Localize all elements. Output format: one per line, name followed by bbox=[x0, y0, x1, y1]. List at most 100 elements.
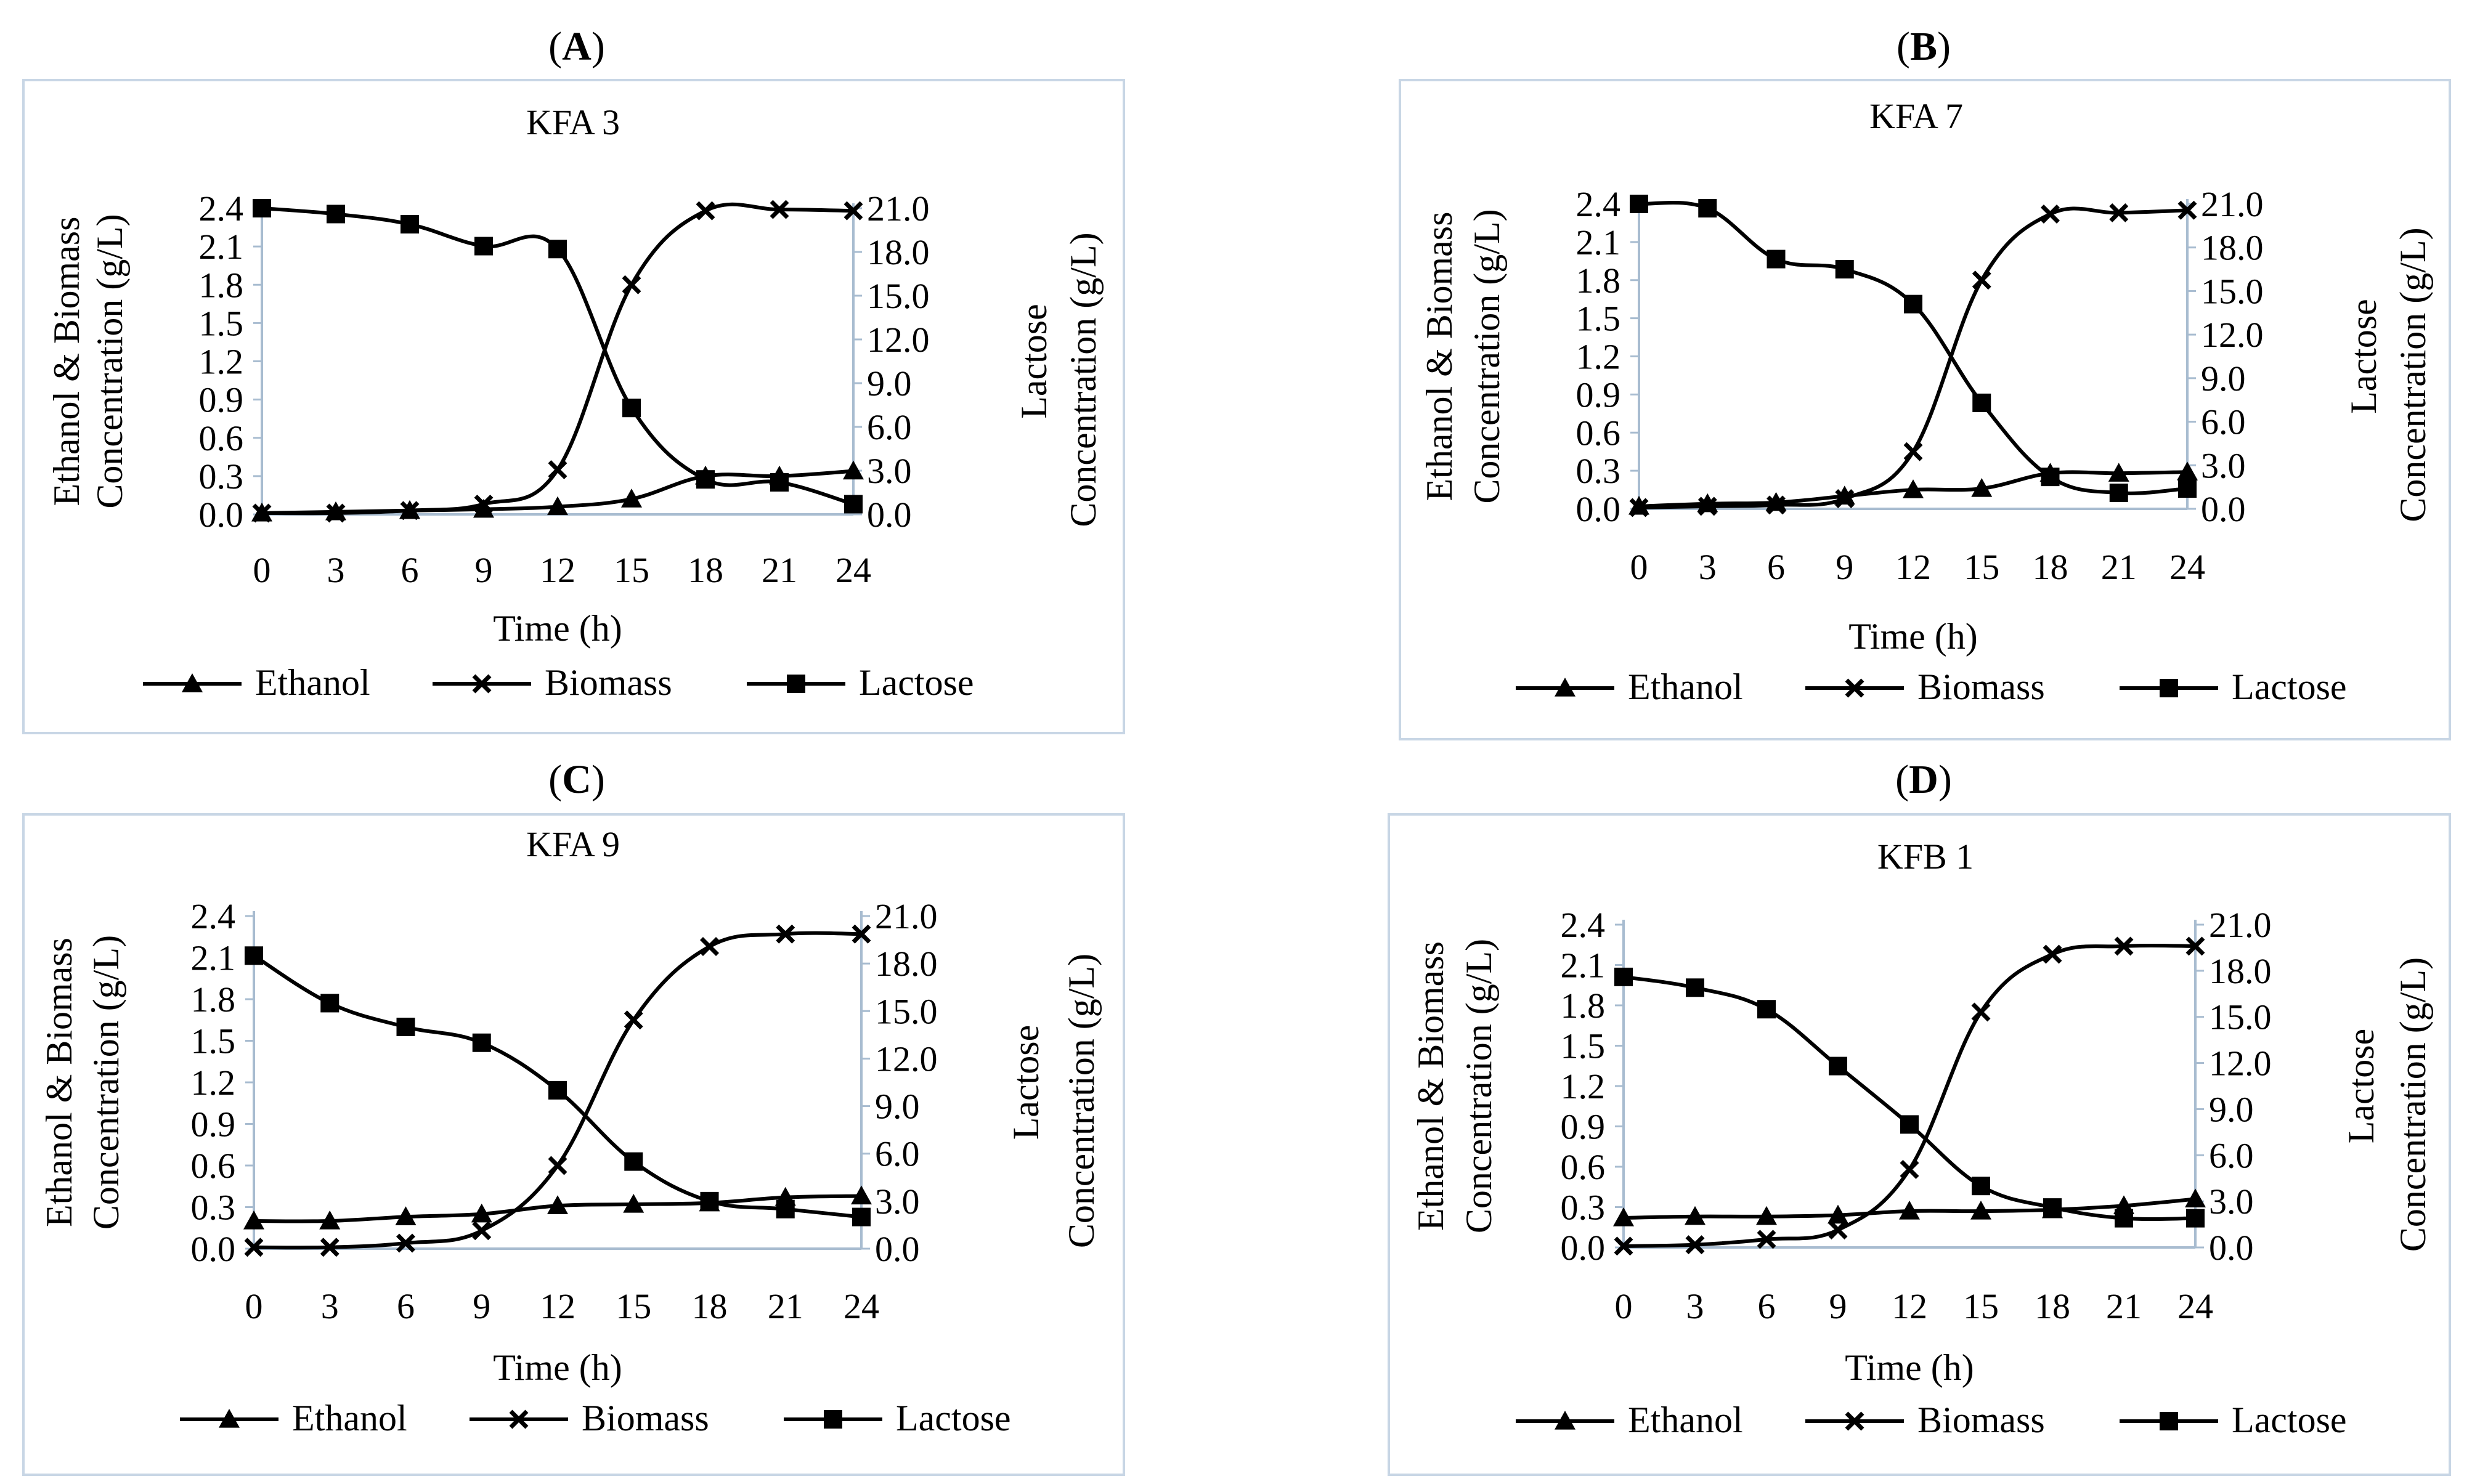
y-right-label-line1: Lactose bbox=[2343, 299, 2384, 414]
data-point-lactose bbox=[1835, 260, 1854, 279]
x-tick-label: 24 bbox=[836, 550, 871, 590]
data-point-lactose bbox=[696, 470, 715, 489]
left-tick-label: 0.6 bbox=[191, 1146, 236, 1186]
data-point-ethanol bbox=[851, 1185, 872, 1205]
right-tick-label: 6.0 bbox=[875, 1134, 920, 1174]
series-biomass bbox=[1614, 936, 2205, 1256]
y-right-label-line1: Lactose bbox=[1006, 1025, 1046, 1140]
x-tick-label: 18 bbox=[688, 550, 723, 590]
y-left-label-line1: Ethanol & Biomass bbox=[39, 938, 79, 1227]
series-line-biomass bbox=[261, 202, 854, 516]
left-tick-label: 0.3 bbox=[1576, 451, 1621, 491]
left-tick-label: 0.0 bbox=[191, 1229, 236, 1269]
right-tick-label: 9.0 bbox=[2209, 1089, 2254, 1129]
data-point-biomass bbox=[2043, 944, 2062, 964]
left-tick-label: 1.8 bbox=[1576, 261, 1621, 301]
data-point-ethanol bbox=[2177, 461, 2198, 480]
left-tick-label: 2.1 bbox=[191, 938, 236, 978]
data-point-biomass bbox=[2109, 203, 2129, 222]
data-point-lactose bbox=[1900, 1115, 1919, 1134]
legend-label-lactose: Lactose bbox=[2232, 667, 2347, 707]
series-lactose bbox=[253, 199, 863, 514]
left-tick-label: 2.4 bbox=[199, 189, 244, 229]
chart-panel-a: KFA 30.00.30.60.91.21.51.82.12.40.03.06.… bbox=[46, 102, 1104, 703]
right-tick-label: 12.0 bbox=[875, 1039, 938, 1079]
series-lactose bbox=[1614, 967, 2205, 1228]
data-point-biomass bbox=[696, 201, 715, 221]
legend-label-lactose: Lactose bbox=[896, 1398, 1011, 1438]
panel-frame-c bbox=[22, 813, 1125, 1476]
data-point-biomass bbox=[700, 937, 719, 956]
left-tick-label: 1.8 bbox=[1561, 986, 1606, 1026]
data-point-lactose bbox=[622, 399, 641, 418]
y-left-label-line1: Ethanol & Biomass bbox=[46, 217, 87, 506]
x-tick-label: 9 bbox=[473, 1286, 490, 1326]
x-tick-label: 3 bbox=[1686, 1286, 1704, 1326]
x-axis-label: Time (h) bbox=[493, 1347, 622, 1388]
left-tick-label: 0.9 bbox=[1561, 1107, 1606, 1147]
legend: Ethanol Biomass Lactose bbox=[180, 1398, 1011, 1438]
legend-label-ethanol: Ethanol bbox=[255, 662, 370, 703]
x-tick-label: 15 bbox=[614, 550, 649, 590]
x-tick-label: 6 bbox=[401, 550, 419, 590]
left-tick-label: 0.0 bbox=[1576, 489, 1621, 529]
data-point-biomass bbox=[622, 275, 641, 294]
chart-title: KFA 3 bbox=[526, 102, 620, 142]
data-point-biomass bbox=[1685, 1235, 1705, 1255]
y-left-label-line1: Ethanol & Biomass bbox=[1419, 212, 1460, 501]
right-tick-label: 3.0 bbox=[875, 1182, 920, 1222]
right-tick-label: 18.0 bbox=[875, 944, 938, 984]
x-tick-label: 3 bbox=[1699, 547, 1717, 587]
data-point-biomass bbox=[320, 1238, 339, 1257]
x-tick-label: 24 bbox=[2169, 547, 2205, 587]
y-right-label-line2: Concentration (g/L) bbox=[1063, 232, 1104, 527]
data-point-lactose bbox=[2186, 1209, 2205, 1228]
data-point-biomass bbox=[1757, 1230, 1776, 1249]
data-point-ethanol bbox=[547, 496, 568, 516]
x-tick-label: 6 bbox=[1767, 547, 1785, 587]
right-tick-label: 18.0 bbox=[867, 232, 930, 272]
x-tick-label: 9 bbox=[1829, 1286, 1847, 1326]
x-tick-label: 0 bbox=[253, 550, 271, 590]
left-tick-label: 1.2 bbox=[191, 1063, 236, 1103]
y-right-label-line2: Concentration (g/L) bbox=[2393, 957, 2433, 1252]
legend-label-biomass: Biomass bbox=[1917, 1400, 2045, 1440]
data-point-biomass bbox=[1903, 442, 1923, 461]
chart-panel-b: KFA 70.00.30.60.91.21.51.82.12.40.03.06.… bbox=[1419, 96, 2433, 707]
legend-label-ethanol: Ethanol bbox=[292, 1398, 407, 1438]
legend-marker-ethanol bbox=[182, 673, 203, 692]
data-point-ethanol bbox=[1613, 1207, 1634, 1227]
right-tick-label: 6.0 bbox=[2201, 402, 2246, 442]
data-point-lactose bbox=[1686, 978, 1704, 997]
right-tick-label: 9.0 bbox=[867, 363, 912, 403]
legend-label-biomass: Biomass bbox=[1917, 667, 2045, 707]
data-point-biomass bbox=[1835, 489, 1855, 508]
panel-letter-b: (B) bbox=[1897, 24, 1951, 69]
right-tick-label: 15.0 bbox=[2209, 997, 2272, 1037]
data-point-lactose bbox=[1757, 1000, 1776, 1019]
right-tick-label: 3.0 bbox=[867, 451, 912, 491]
series-lactose bbox=[245, 946, 871, 1227]
data-point-biomass bbox=[1767, 495, 1786, 515]
right-tick-label: 9.0 bbox=[2201, 359, 2246, 399]
panel-frame-a bbox=[22, 79, 1125, 734]
x-tick-label: 3 bbox=[327, 550, 345, 590]
x-tick-label: 12 bbox=[1892, 1286, 1927, 1326]
legend-marker-ethanol bbox=[219, 1409, 240, 1428]
y-right-label-line2: Concentration (g/L) bbox=[2393, 227, 2433, 522]
legend-label-ethanol: Ethanol bbox=[1628, 667, 1743, 707]
legend-label-lactose: Lactose bbox=[2232, 1400, 2347, 1440]
x-tick-label: 9 bbox=[1836, 547, 1853, 587]
data-point-lactose bbox=[320, 994, 339, 1013]
data-point-lactose bbox=[245, 946, 263, 965]
legend-marker-lactose bbox=[824, 1410, 842, 1429]
data-point-lactose bbox=[2041, 468, 2060, 487]
data-point-lactose bbox=[1767, 249, 1786, 269]
series-line-biomass bbox=[1623, 943, 2196, 1248]
data-point-ethanol bbox=[2185, 1188, 2206, 1207]
chart-panel-c: KFA 90.00.30.60.91.21.51.82.12.40.03.06.… bbox=[39, 824, 1102, 1438]
left-tick-label: 0.3 bbox=[1561, 1188, 1606, 1228]
legend-marker-ethanol bbox=[1555, 1411, 1575, 1430]
left-tick-label: 0.3 bbox=[191, 1188, 236, 1228]
